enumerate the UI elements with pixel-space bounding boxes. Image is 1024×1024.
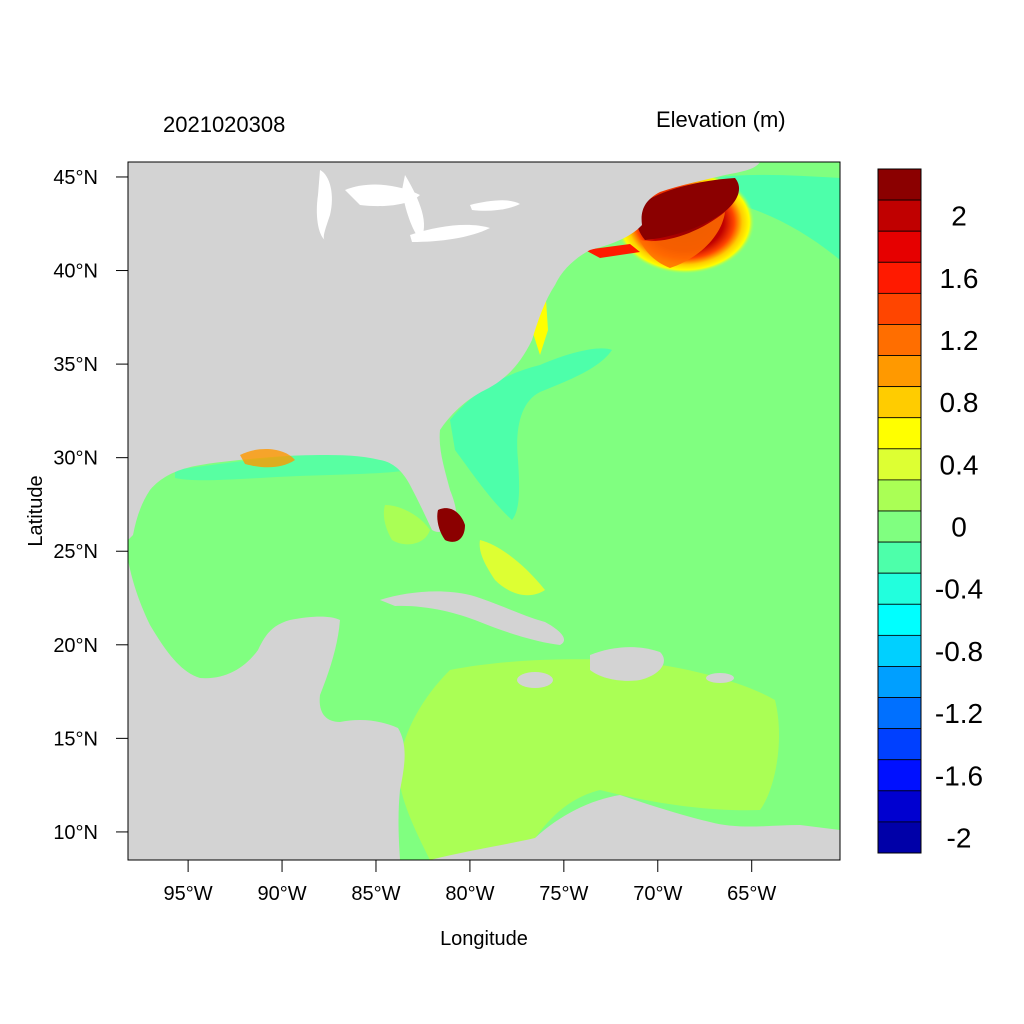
x-tick-label: 80°W bbox=[445, 883, 494, 905]
jamaica-land bbox=[517, 672, 553, 688]
x-tick-label: 75°W bbox=[539, 883, 588, 905]
colorbar-swatch bbox=[877, 448, 922, 481]
colorbar-swatch bbox=[877, 417, 922, 450]
colorbar-frame bbox=[877, 168, 922, 854]
y-tick-label: 45°N bbox=[53, 167, 98, 189]
colorbar-label: 1.6 bbox=[940, 263, 979, 294]
colorbar-swatch bbox=[877, 510, 922, 543]
surge-long-island bbox=[585, 244, 640, 258]
colorbar-label: 0 bbox=[951, 512, 967, 543]
colorbar-label: -0.4 bbox=[935, 574, 983, 605]
colorbar-swatch bbox=[877, 759, 922, 792]
central-america-land bbox=[128, 560, 405, 860]
x-axis-ticks: 95°W 90°W 85°W 80°W 75°W 70°W 65°W bbox=[164, 860, 776, 905]
colorbar-swatch bbox=[877, 728, 922, 761]
x-tick-label: 95°W bbox=[164, 883, 213, 905]
x-tick-label: 65°W bbox=[727, 883, 776, 905]
storm-surge-fringe bbox=[640, 212, 725, 268]
surge-gulf-coast bbox=[240, 448, 295, 468]
x-axis-label: Longitude bbox=[440, 928, 528, 950]
colorbar bbox=[877, 168, 922, 854]
plot-frame bbox=[127, 161, 841, 861]
colorbar-swatch bbox=[877, 261, 922, 294]
colorbar-swatch bbox=[877, 603, 922, 636]
y-tick-label: 20°N bbox=[53, 635, 98, 657]
great-lakes bbox=[316, 170, 520, 242]
land-masses bbox=[128, 162, 840, 860]
positive-anomaly-bahamas bbox=[479, 540, 545, 596]
map-timestamp: 2021020308 bbox=[163, 112, 286, 137]
colorbar-swatch bbox=[877, 697, 922, 730]
y-axis-label: Latitude bbox=[25, 475, 47, 546]
hispaniola-land bbox=[590, 647, 664, 681]
colorbar-label: -1.2 bbox=[935, 698, 983, 729]
colorbar-swatch bbox=[877, 572, 922, 605]
colorbar-label: -2 bbox=[947, 822, 972, 853]
y-tick-label: 15°N bbox=[53, 728, 98, 750]
colorbar-swatch bbox=[877, 355, 922, 388]
colorbar-label: -0.8 bbox=[935, 636, 983, 667]
colorbar-label: -1.6 bbox=[935, 760, 983, 791]
colorbar-swatch bbox=[877, 821, 922, 854]
colorbar-label: 1.2 bbox=[940, 325, 979, 356]
negative-anomaly-band bbox=[450, 348, 612, 520]
y-tick-label: 30°N bbox=[53, 448, 98, 470]
surge-south-florida bbox=[437, 508, 465, 542]
positive-anomaly-caribbean bbox=[398, 659, 780, 860]
positive-anomaly-florida-west bbox=[383, 505, 430, 545]
y-tick-label: 35°N bbox=[53, 354, 98, 376]
north-america-land bbox=[128, 162, 760, 540]
cuba-land bbox=[380, 591, 565, 645]
colorbar-label: 0.8 bbox=[940, 387, 979, 418]
y-tick-label: 10°N bbox=[53, 822, 98, 844]
map-variable-title: Elevation (m) bbox=[656, 107, 786, 132]
negative-anomaly-gulf bbox=[175, 452, 410, 481]
colorbar-labels: 2 1.6 1.2 0.8 0.4 0 -0.4 -0.8 -1.2 -1.6 -2 bbox=[935, 201, 983, 854]
colorbar-swatch bbox=[877, 541, 922, 574]
colorbar-swatch bbox=[877, 634, 922, 667]
colorbar-label: 0.4 bbox=[940, 449, 979, 480]
map-plot-area bbox=[128, 162, 840, 860]
y-tick-label: 25°N bbox=[53, 541, 98, 563]
colorbar-swatch bbox=[877, 168, 922, 201]
south-america-land bbox=[430, 795, 840, 860]
colorbar-swatch bbox=[877, 292, 922, 325]
x-tick-label: 90°W bbox=[257, 883, 306, 905]
colorbar-swatch bbox=[877, 230, 922, 263]
x-tick-label: 70°W bbox=[633, 883, 682, 905]
colorbar-swatch bbox=[877, 790, 922, 823]
colorbar-swatch bbox=[877, 666, 922, 698]
colorbar-swatch bbox=[877, 199, 922, 232]
storm-surge-core bbox=[636, 178, 740, 240]
colorbar-label: 2 bbox=[951, 201, 967, 232]
colorbar-swatch bbox=[877, 479, 922, 512]
colorbar-swatch bbox=[877, 324, 922, 356]
y-tick-label: 40°N bbox=[53, 261, 98, 283]
colorbar-swatch bbox=[877, 386, 922, 419]
puerto-rico-land bbox=[706, 673, 734, 683]
x-tick-label: 85°W bbox=[351, 883, 400, 905]
y-axis-ticks: 45°N 40°N 35°N 30°N 25°N 20°N 15°N 10°N bbox=[53, 167, 128, 844]
